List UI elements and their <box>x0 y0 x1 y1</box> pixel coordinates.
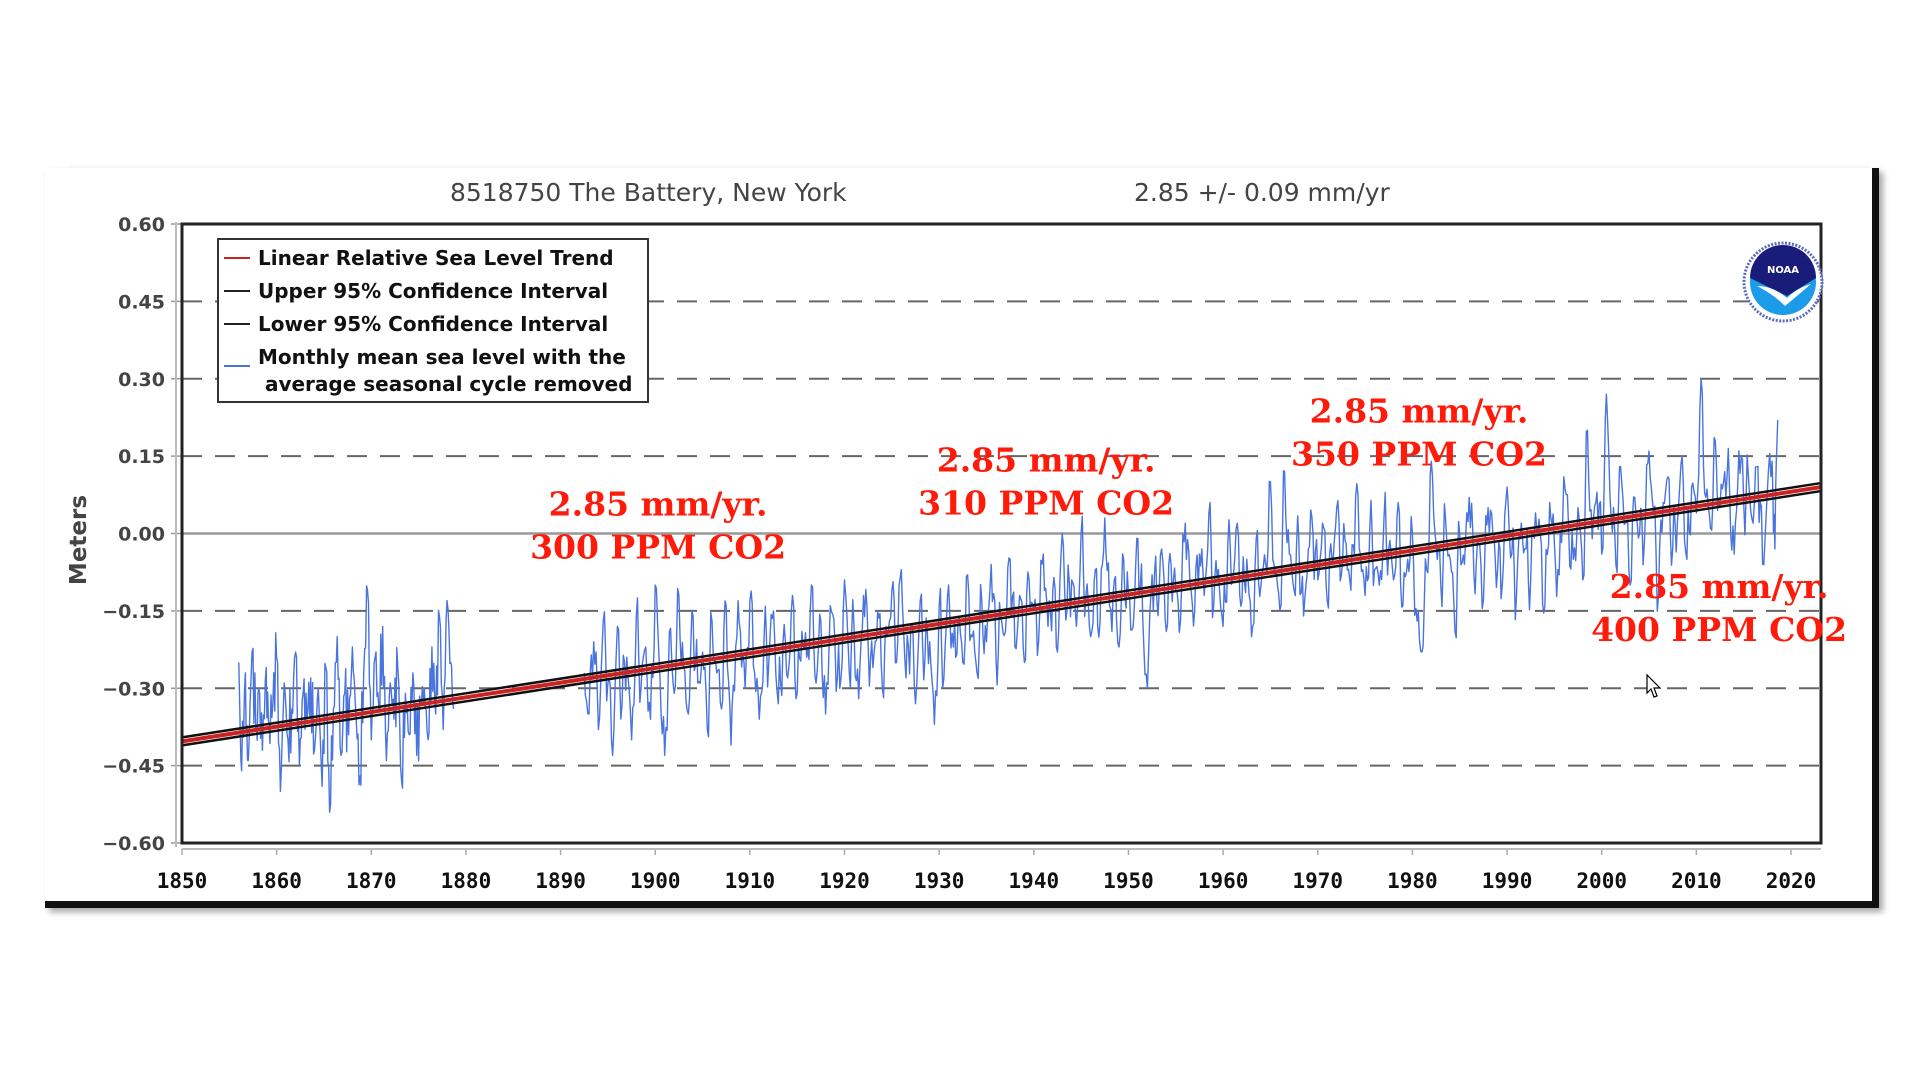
y-tick-label: 0.15 <box>118 446 165 468</box>
linear-trend-line <box>181 485 1822 744</box>
x-tick-label: 2010 <box>1671 869 1722 893</box>
chart-title: 8518750 The Battery, New York <box>450 178 847 207</box>
y-axis-label: Meters <box>66 495 92 585</box>
annotation-co2: 300 PPM CO2 <box>530 527 786 566</box>
plot-area-border <box>180 222 1823 845</box>
y-tick-label: 0.30 <box>118 369 165 391</box>
annotation-rate: 2.85 mm/yr. <box>549 484 768 523</box>
chart-subtitle-rate: 2.85 +/- 0.09 mm/yr <box>1134 178 1390 207</box>
annotation-rate: 2.85 mm/yr. <box>1310 392 1529 431</box>
legend-label-monthly-line2: average seasonal cycle removed <box>258 372 632 396</box>
x-tick-label: 1950 <box>1103 869 1154 893</box>
series-layer <box>238 378 1779 813</box>
annotation-rate: 2.85 mm/yr. <box>1610 567 1829 606</box>
legend-label-trend: Linear Relative Sea Level Trend <box>258 246 614 270</box>
y-axis-ticks: 0.60 0.45 0.30 0.15 0.00 −0.15 −0.30 −0.45 −0.60 <box>102 214 182 855</box>
x-tick-label: 1850 <box>157 869 208 893</box>
x-tick-label: 1980 <box>1387 869 1438 893</box>
y-tick-label: −0.45 <box>102 756 165 778</box>
annotation-co2: 310 PPM CO2 <box>918 484 1174 523</box>
x-tick-label: 1860 <box>251 869 302 893</box>
x-tick-label: 2020 <box>1766 869 1817 893</box>
frame-top-fade <box>70 160 1870 170</box>
x-tick-label: 1940 <box>1009 869 1060 893</box>
mouse-cursor-icon <box>1646 673 1662 698</box>
x-tick-label: 1900 <box>630 869 681 893</box>
x-axis-ticks: 1850 1860 1870 1880 1890 1900 1910 1920 1930 1940… <box>157 849 1817 893</box>
annotation-co2: 400 PPM CO2 <box>1591 610 1847 649</box>
y-tick-label: −0.30 <box>102 678 165 700</box>
x-tick-label: 2000 <box>1576 869 1627 893</box>
legend-label-monthly-line1: Monthly mean sea level with the <box>258 345 626 369</box>
x-tick-label: 1960 <box>1198 869 1249 893</box>
x-tick-label: 1880 <box>441 869 492 893</box>
x-tick-label: 1890 <box>535 869 586 893</box>
monthly-mean-series <box>238 585 455 813</box>
noaa-logo-bird-icon <box>1757 284 1811 306</box>
x-tick-label: 1910 <box>725 869 776 893</box>
y-tick-label: 0.60 <box>118 214 165 236</box>
monthly-mean-series <box>583 378 1779 756</box>
y-tick-label: −0.60 <box>102 833 165 855</box>
upper-confidence-line <box>181 481 1822 739</box>
annotation-co2: 350 PPM CO2 <box>1291 435 1547 474</box>
x-tick-label: 1930 <box>914 869 965 893</box>
annotation-rate: 2.85 mm/yr. <box>937 441 1156 480</box>
y-tick-label: 0.00 <box>118 524 165 546</box>
legend-label-lower-ci: Lower 95% Confidence Interval <box>258 312 608 336</box>
legend: Linear Relative Sea Level Trend Upper 95… <box>217 238 649 403</box>
lower-confidence-line <box>181 489 1822 747</box>
x-tick-label: 1990 <box>1482 869 1533 893</box>
legend-box <box>217 238 649 403</box>
noaa-logo-top <box>1750 245 1816 296</box>
noaa-logo: NOAA <box>1742 241 1824 323</box>
y-tick-label: 0.45 <box>118 291 165 313</box>
x-tick-label: 1870 <box>346 869 397 893</box>
trend-layer <box>181 481 1822 747</box>
noaa-logo-text: NOAA <box>1767 265 1799 276</box>
y-tick-label: −0.15 <box>102 601 165 623</box>
x-tick-label: 1920 <box>819 869 870 893</box>
annotations: 2.85 mm/yr. 300 PPM CO2 2.85 mm/yr. 310 PPM… <box>530 392 1847 649</box>
legend-label-upper-ci: Upper 95% Confidence Interval <box>258 279 608 303</box>
x-tick-label: 1970 <box>1292 869 1343 893</box>
